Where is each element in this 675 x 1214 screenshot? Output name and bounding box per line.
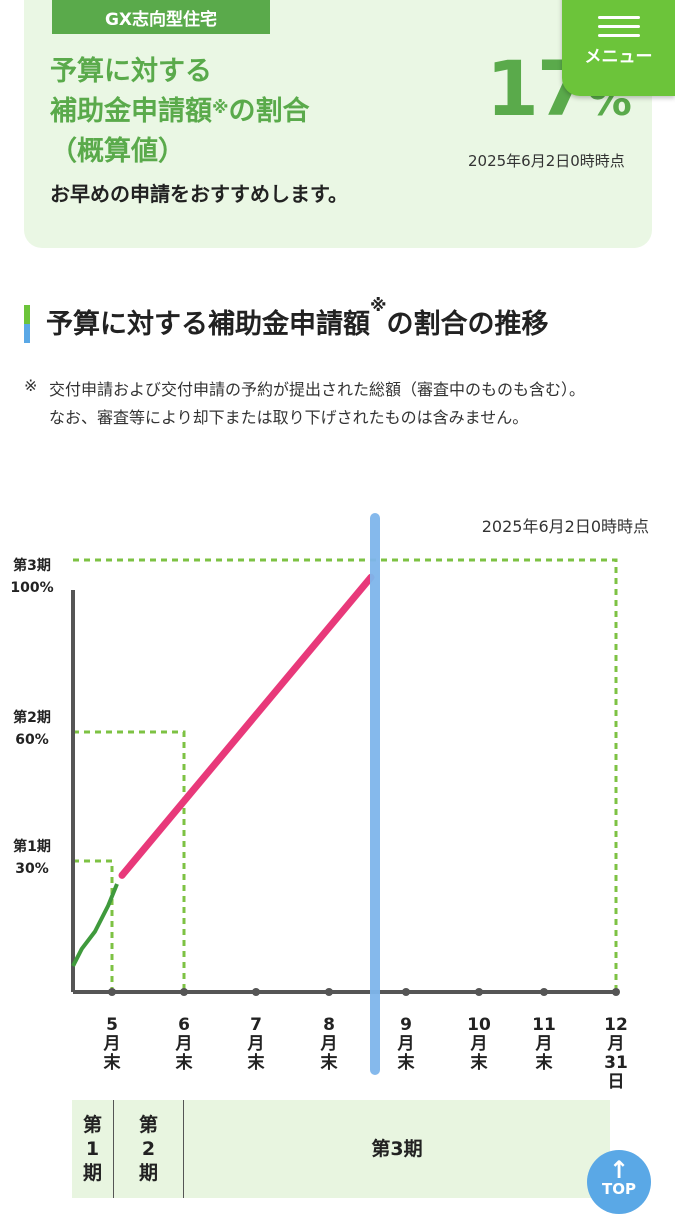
x-tick-label: 8 月末: [320, 1015, 339, 1073]
series-line-period-3: [118, 573, 375, 879]
x-tick-label: 9 月末: [397, 1015, 416, 1073]
heading-line1: 予算に対する: [50, 56, 212, 87]
x-tick-label: 12 月 31 日: [604, 1015, 628, 1092]
y-tick-label: 第3期 100%: [10, 558, 54, 596]
heading-line2b: の割合: [228, 96, 310, 127]
x-tick-label: 7 月末: [247, 1015, 266, 1073]
heading-mark: ※: [212, 98, 229, 118]
period-2-cell: 第 2 期: [114, 1100, 184, 1198]
menu-button[interactable]: メニュー: [562, 0, 675, 96]
period-2-boundary: [73, 730, 186, 992]
period-1-cell: 第 1 期: [72, 1100, 114, 1198]
x-tick: [325, 988, 333, 996]
summary-card: [24, 0, 652, 248]
menu-label: メニュー: [584, 47, 653, 67]
x-tick-label: 5 月末: [103, 1015, 122, 1073]
period-3-boundary: [73, 558, 618, 992]
ratio-line-chart: 5 月末 6 月末 7 月末 8 月末 9 月末 10 月末 11 月末 12 月 31 日: [71, 513, 628, 1092]
x-tick: [612, 988, 620, 996]
x-tick-label: 6 月末: [175, 1015, 194, 1073]
chart-as-of-date: 2025年6月2日0時時点: [481, 517, 649, 536]
x-tick-label: 11 月末: [532, 1015, 556, 1073]
note-mark: ※: [24, 376, 38, 395]
section-title: 予算に対する補助金申請額※の割合の推移: [46, 296, 549, 340]
note-line2: なお、審査等により却下または取り下げされたものは含みません。: [49, 408, 529, 427]
y-tick-label: 第1期 30%: [13, 839, 51, 877]
as-of-date: 2025年6月2日0時時点: [468, 152, 625, 170]
hamburger-icon: [598, 16, 640, 43]
series-line-period-1: [71, 883, 119, 967]
top-label: TOP: [602, 1180, 636, 1198]
period-bar: 第 1 期 第 2 期 第3期: [72, 1100, 610, 1198]
summary-heading: 予算に対する 補助金申請額※の割合 （概算値）: [50, 52, 390, 172]
x-tick: [540, 988, 548, 996]
period-1-boundary: [73, 859, 114, 992]
x-tick-label: 10 月末: [467, 1015, 491, 1073]
x-tick: [180, 988, 188, 996]
arrow-up-icon: ↑: [608, 1156, 630, 1184]
period-3-cell: 第3期: [371, 1138, 423, 1160]
heading-line2: 補助金申請額: [50, 96, 212, 127]
x-tick: [108, 988, 116, 996]
x-tick: [402, 988, 410, 996]
section-accent-blue: [24, 324, 30, 343]
note-line1: 交付申請および交付申請の予約が提出された総額（審査中のものも含む）。: [49, 380, 586, 399]
x-tick: [475, 988, 483, 996]
y-tick-label: 第2期 60%: [13, 710, 51, 748]
advice-text: お早めの申請をおすすめします。: [50, 182, 348, 206]
x-tick: [252, 988, 260, 996]
note-text: 交付申請および交付申請の予約が提出された総額（審査中のものも含む）。 なお、審査…: [49, 376, 649, 432]
section-accent-green: [24, 305, 30, 324]
category-tag: GX志向型住宅: [52, 0, 270, 34]
back-to-top-button[interactable]: ↑ TOP: [587, 1150, 651, 1214]
heading-line3: （概算値）: [50, 136, 185, 167]
